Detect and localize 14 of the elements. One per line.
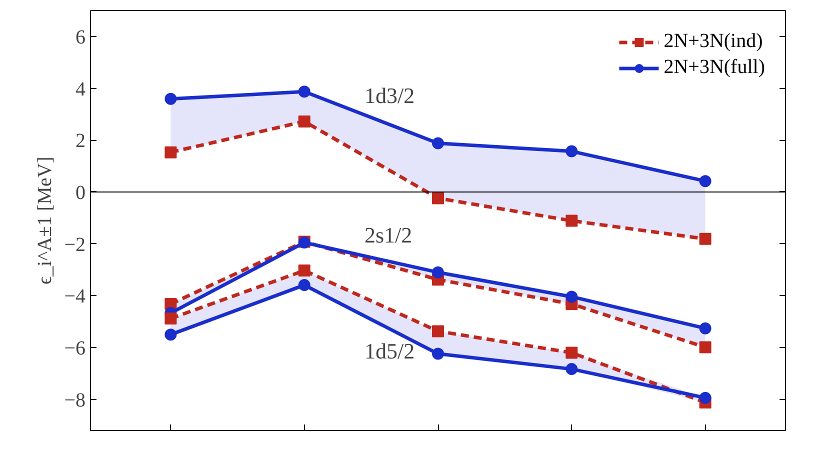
- y-tick-label: 6: [76, 26, 86, 48]
- y-tick-label: 4: [76, 78, 86, 100]
- legend-label: 2N+3N(ind): [664, 30, 763, 53]
- annotation: 2s1/2: [364, 222, 412, 248]
- annotation: 1d3/2: [364, 82, 415, 108]
- y-tick-label: −8: [64, 389, 86, 412]
- y-tick-label: −2: [64, 234, 86, 256]
- legend-label: 2N+3N(full): [664, 56, 765, 79]
- y-tick-label: −6: [64, 338, 86, 360]
- annotation: 1d5/2: [364, 338, 415, 364]
- y-tick-label: 0: [76, 182, 86, 204]
- y-axis-title: ϵ_i^A±1 [MeV]: [34, 156, 56, 284]
- y-tick-label: 2: [76, 130, 86, 152]
- y-tick-label: −4: [64, 286, 86, 308]
